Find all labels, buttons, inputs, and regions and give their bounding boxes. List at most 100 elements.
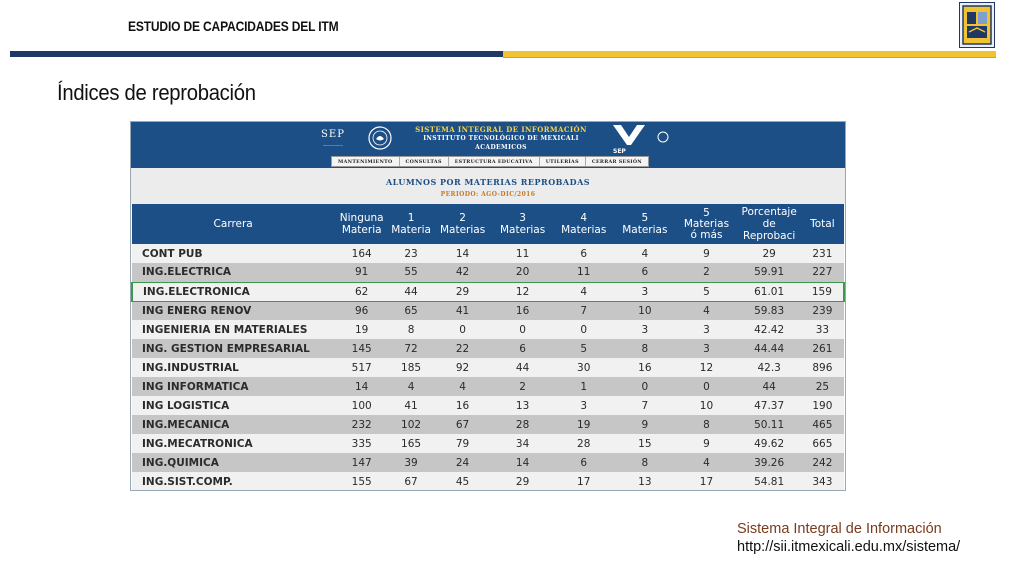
- cell-ninguna: 335: [334, 434, 390, 453]
- cell-ninguna: 145: [334, 339, 390, 358]
- table-row[interactable]: ING.INDUSTRIAL 517 185 92 44 30 16 12 42.3 896: [132, 358, 844, 377]
- cell-total: 190: [800, 396, 844, 415]
- table-row[interactable]: INGENIERIA EN MATERIALES 19 8 0 0 0 3 3 42.42 33: [132, 320, 844, 339]
- menu-cerrar-sesion[interactable]: Cerrar Sesión: [591, 159, 642, 165]
- sii-screenshot: SEP ————— Sistema Integral de Informació…: [130, 121, 846, 491]
- cell-m1: 41: [389, 396, 434, 415]
- cell-m2: 45: [433, 472, 493, 490]
- cell-carrera: ING ENERG RENOV: [132, 301, 335, 320]
- cell-total: 227: [800, 263, 844, 282]
- cell-m2: 29: [433, 281, 493, 302]
- menu-consultas[interactable]: Consultas: [400, 157, 449, 166]
- col-header-ninguna: Ninguna Materia: [334, 204, 390, 244]
- cell-pct: 49.62: [737, 434, 801, 453]
- cell-m2: 79: [433, 434, 493, 453]
- cell-m5: 3: [614, 320, 676, 339]
- cell-m2: 67: [433, 415, 493, 434]
- cell-m3: 0: [492, 320, 554, 339]
- cell-m4: 11: [553, 263, 615, 282]
- cell-pct: 59.83: [737, 301, 801, 320]
- cell-m5mas: 2: [675, 263, 738, 282]
- cell-carrera: ING LOGISTICA: [132, 396, 335, 415]
- cell-m1: 67: [389, 472, 434, 490]
- menu-mantenimiento[interactable]: Mantenimiento: [332, 157, 400, 166]
- slide-header-title: ESTUDIO DE CAPACIDADES DEL ITM: [128, 18, 339, 34]
- table-row[interactable]: ING.ELECTRICA 91 55 42 20 11 6 2 59.91 227: [132, 263, 844, 282]
- table-row[interactable]: ING INFORMATICA 14 4 4 2 1 0 0 44 25: [132, 377, 844, 396]
- cell-m4: 0: [553, 320, 615, 339]
- cell-total: 343: [800, 472, 844, 490]
- cell-m2: 42: [433, 263, 493, 282]
- cell-m2: 22: [433, 339, 493, 358]
- table-row[interactable]: ING ENERG RENOV 96 65 41 16 7 10 4 59.83 239: [132, 301, 844, 320]
- cell-m5mas: 0: [675, 377, 738, 396]
- cell-total: 231: [800, 244, 844, 263]
- cell-total: 665: [800, 434, 844, 453]
- cell-m5: 3: [614, 281, 676, 302]
- col-header-3-materias: 3 Materias: [492, 204, 554, 244]
- cell-m4: 6: [553, 453, 615, 472]
- table-row[interactable]: ING.QUIMICA 147 39 24 14 6 8 4 39.26 242: [132, 453, 844, 472]
- table-row[interactable]: ING.ELECTRONICA 62 44 29 12 4 3 5 61.01 159: [131, 281, 845, 302]
- cell-m5mas: 9: [675, 244, 738, 263]
- table-row[interactable]: ING. GESTION EMPRESARIAL 145 72 22 6 5 8 3 44.44…: [132, 339, 844, 358]
- cell-ninguna: 100: [334, 396, 390, 415]
- cell-carrera: ING INFORMATICA: [132, 377, 335, 396]
- cell-carrera: ING.INDUSTRIAL: [132, 358, 335, 377]
- table-row[interactable]: ING.MECATRONICA 335 165 79 34 28 15 9 49.62 665: [132, 434, 844, 453]
- cell-m5mas: 10: [675, 396, 738, 415]
- menu-estructura-educativa[interactable]: Estructura Educativa: [449, 157, 540, 166]
- col-header-total: Total: [800, 204, 844, 244]
- col-header-2-materias: 2 Materias: [433, 204, 493, 244]
- cell-m5: 10: [614, 301, 676, 320]
- cell-pct: 50.11: [737, 415, 801, 434]
- menu-utilerias[interactable]: Utilerías: [540, 157, 586, 166]
- cell-total: 261: [800, 339, 844, 358]
- sii-section: ACADEMICOS: [475, 144, 527, 151]
- cell-m5: 15: [614, 434, 676, 453]
- cell-m5mas: 12: [675, 358, 738, 377]
- cell-m2: 24: [433, 453, 493, 472]
- cell-m1: 39: [389, 453, 434, 472]
- cell-carrera: ING.ELECTRONICA: [131, 281, 335, 302]
- cell-total: 25: [800, 377, 844, 396]
- cell-ninguna: 147: [334, 453, 390, 472]
- cell-m5mas: 4: [675, 453, 738, 472]
- sii-title-text: Sistema Integral de Información: [415, 125, 587, 134]
- table-row[interactable]: CONT PUB 164 23 14 11 6 4 9 29 231: [132, 244, 844, 263]
- cell-m2: 92: [433, 358, 493, 377]
- table-row[interactable]: ING.SIST.COMP. 155 67 45 29 17 13 17 54.81 343: [132, 472, 844, 490]
- cell-m5mas: 3: [675, 339, 738, 358]
- cell-m5: 13: [614, 472, 676, 490]
- cell-carrera: ING.MECATRONICA: [132, 434, 335, 453]
- cell-ninguna: 91: [334, 263, 390, 282]
- cell-carrera: CONT PUB: [132, 244, 335, 263]
- cell-m3: 44: [492, 358, 554, 377]
- cell-m4: 3: [553, 396, 615, 415]
- cell-ninguna: 164: [334, 244, 390, 263]
- cell-pct: 59.91: [737, 263, 801, 282]
- cell-carrera: ING.MECANICA: [132, 415, 335, 434]
- header-bar-gold: [503, 51, 996, 57]
- cell-ninguna: 517: [334, 358, 390, 377]
- table-row[interactable]: ING LOGISTICA 100 41 16 13 3 7 10 47.37 190: [132, 396, 844, 415]
- cell-carrera: ING. GESTION EMPRESARIAL: [132, 339, 335, 358]
- itm-shield-icon: [959, 2, 995, 48]
- cell-m3: 2: [492, 377, 554, 396]
- cell-m4: 30: [553, 358, 615, 377]
- cell-m3: 29: [492, 472, 554, 490]
- cell-m2: 16: [433, 396, 493, 415]
- cell-m2: 0: [433, 320, 493, 339]
- cell-pct: 39.26: [737, 453, 801, 472]
- cell-total: 239: [800, 301, 844, 320]
- footer-url-link[interactable]: http://sii.itmexicali.edu.mx/sistema/: [737, 539, 961, 555]
- cell-carrera: ING.ELECTRICA: [132, 263, 335, 282]
- cell-m1: 165: [389, 434, 434, 453]
- cell-pct: 42.3: [737, 358, 801, 377]
- table-row[interactable]: ING.MECANICA 232 102 67 28 19 9 8 50.11 465: [132, 415, 844, 434]
- table-header-row: Carrera Ninguna Materia 1 Materia 2 Materia…: [132, 204, 844, 244]
- col-header-5-o-mas: 5 Materias ó más: [675, 204, 738, 244]
- footer-title: Sistema Integral de Información: [737, 521, 942, 537]
- sii-menu-bar: Mantenimiento Consultas Estructura Educa…: [331, 156, 649, 167]
- cell-pct: 47.37: [737, 396, 801, 415]
